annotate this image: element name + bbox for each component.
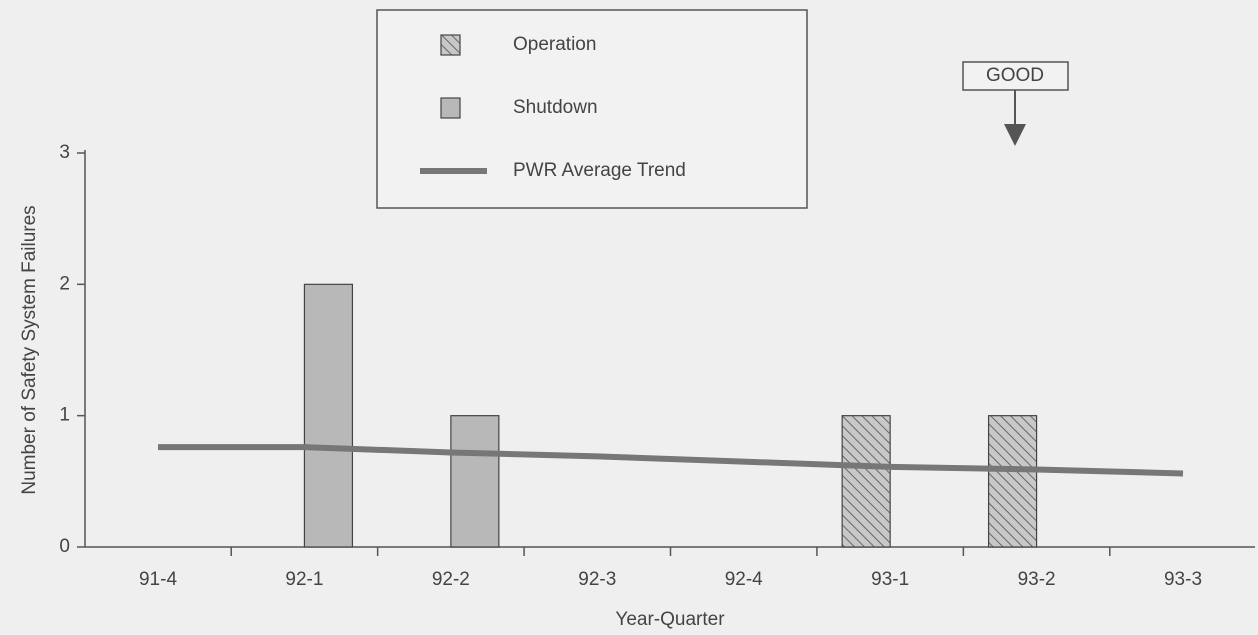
bar <box>303 283 354 548</box>
legend-label: PWR Average Trend <box>513 160 686 181</box>
trend-line <box>158 444 1184 477</box>
legend-swatch <box>440 97 461 119</box>
bar <box>841 415 891 548</box>
x-tick-label: 92-1 <box>285 569 323 590</box>
legend-label: Shutdown <box>513 97 598 118</box>
legend-swatch <box>440 34 461 56</box>
x-tick-label: 91-4 <box>139 569 177 590</box>
y-tick-label: 1 <box>59 405 70 426</box>
x-tick-label: 92-4 <box>725 569 763 590</box>
y-tick-label: 2 <box>59 273 70 294</box>
x-axis-label: Year-Quarter <box>615 609 725 630</box>
legend-label: Operation <box>513 34 596 55</box>
x-tick-label: 93-1 <box>871 569 909 590</box>
annotation-arrowhead <box>1004 124 1026 146</box>
annotation-box <box>962 61 1069 91</box>
x-tick-label: 93-2 <box>1018 569 1056 590</box>
y-tick-label: 3 <box>59 142 70 163</box>
x-tick-label: 92-3 <box>578 569 616 590</box>
annotation: GOOD <box>986 65 1044 86</box>
y-axis-label: Number of Safety System Failures <box>19 205 40 494</box>
x-tick-label: 92-2 <box>432 569 470 590</box>
bar <box>450 415 500 548</box>
y-tick-label: 0 <box>59 536 70 557</box>
x-tick-label: 93-3 <box>1164 569 1202 590</box>
bar <box>987 415 1038 548</box>
